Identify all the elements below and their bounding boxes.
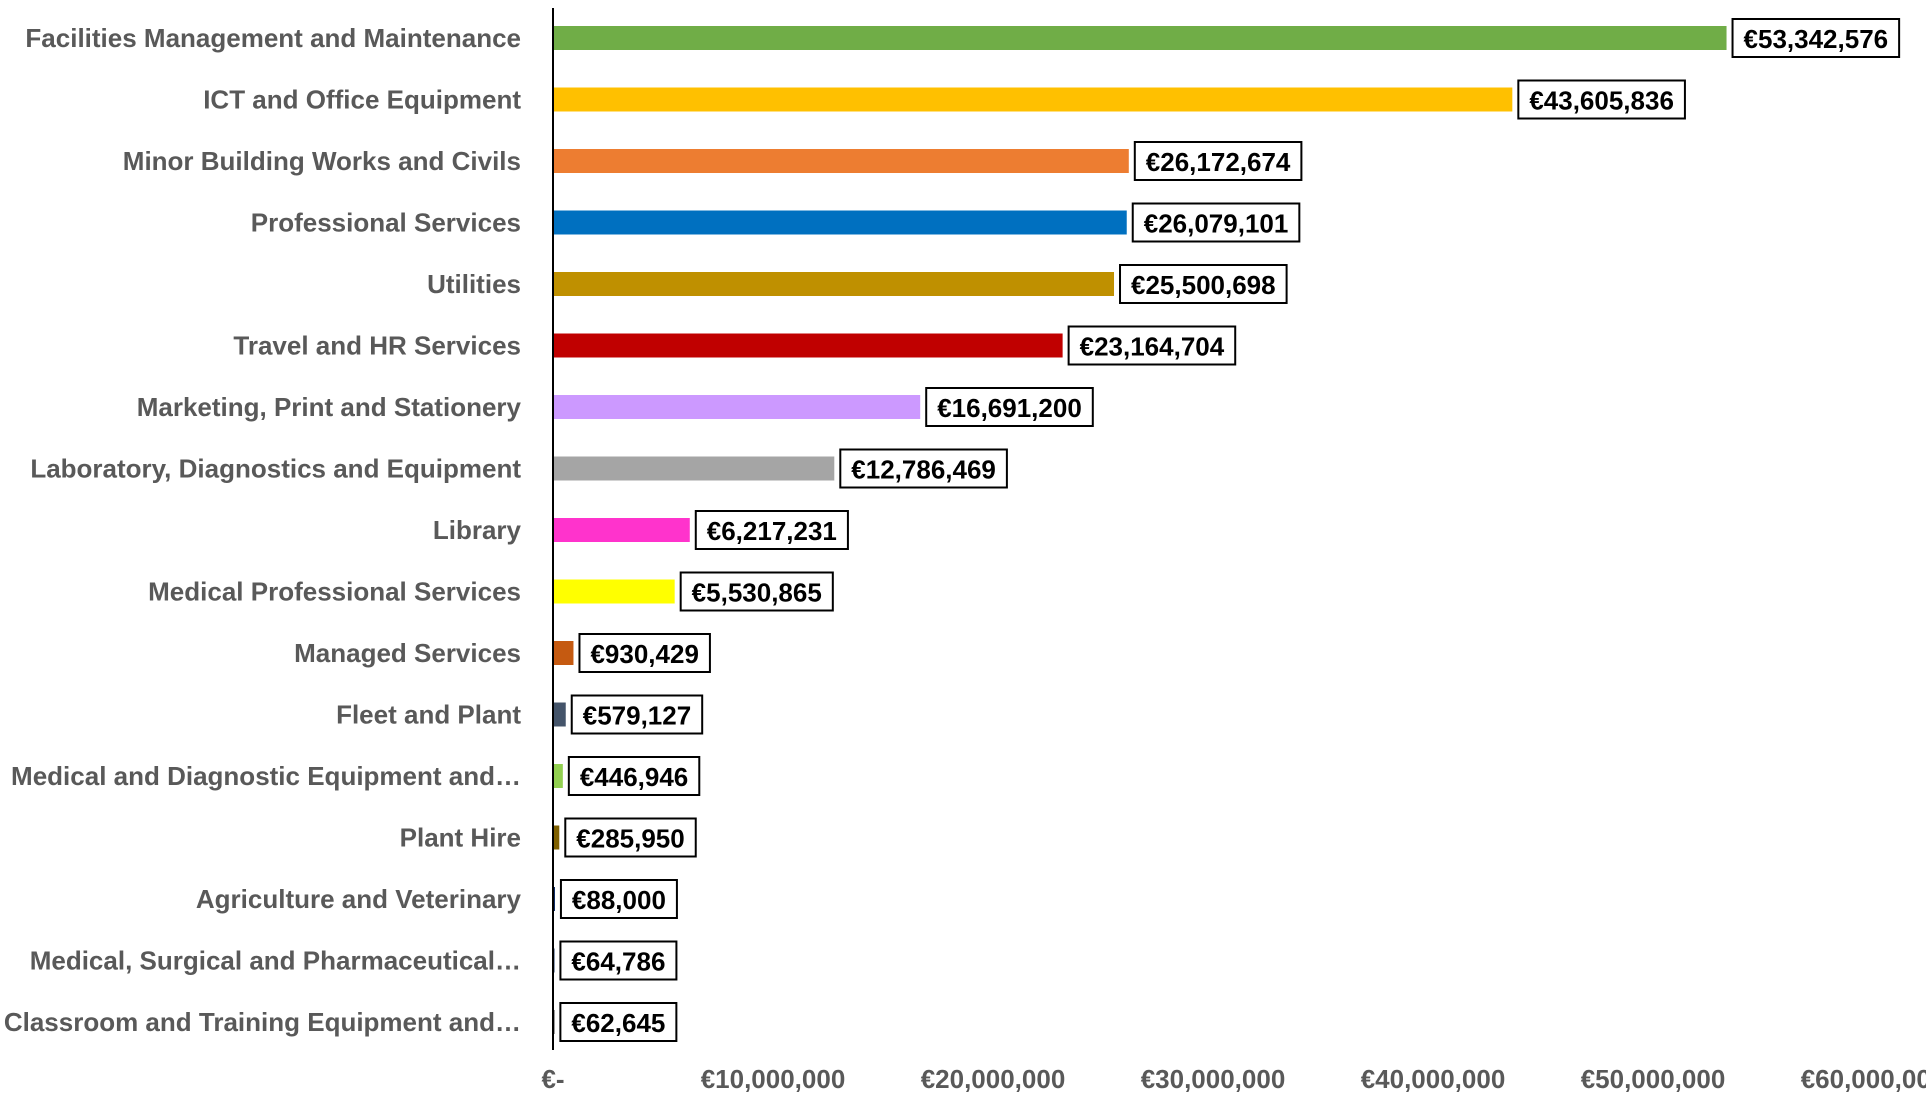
data-label-text: €5,530,865 bbox=[692, 578, 822, 608]
data-label-box bbox=[1731, 18, 1901, 58]
data-label-text: €88,000 bbox=[572, 885, 666, 915]
data-label: €62,645 bbox=[559, 1002, 678, 1042]
data-label-text: €446,946 bbox=[580, 762, 688, 792]
category-label: Professional Services bbox=[251, 208, 521, 238]
data-label: €23,164,704 bbox=[1067, 325, 1237, 366]
bar bbox=[553, 456, 835, 481]
category-label: Laboratory, Diagnostics and Equipment bbox=[30, 454, 521, 484]
data-label-text: €579,127 bbox=[583, 701, 691, 731]
bar bbox=[553, 518, 690, 542]
data-label: €579,127 bbox=[570, 694, 704, 735]
bar bbox=[553, 579, 675, 604]
data-label-text: €16,691,200 bbox=[937, 393, 1082, 423]
category-label: Facilities Management and Maintenance bbox=[25, 23, 521, 53]
bars-group bbox=[553, 26, 1727, 1034]
bar bbox=[553, 26, 1727, 50]
x-tick-labels-group: €- €10,000,000 €20,000,000 €30,000,000 €40,0… bbox=[541, 1064, 1926, 1094]
data-label-box bbox=[1131, 202, 1301, 243]
category-label: Medical and Diagnostic Equipment and… bbox=[11, 761, 521, 791]
category-label: Minor Building Works and Civils bbox=[123, 146, 521, 176]
data-label: €12,786,469 bbox=[839, 448, 1008, 489]
bar bbox=[553, 764, 563, 788]
data-label-box bbox=[1067, 325, 1237, 366]
bar bbox=[553, 210, 1127, 235]
data-label: €285,950 bbox=[564, 817, 697, 858]
data-label-text: €285,950 bbox=[576, 824, 684, 854]
data-label-text: €25,500,698 bbox=[1131, 270, 1276, 300]
category-labels-group: Facilities Management and Maintenance ICT… bbox=[4, 23, 522, 1037]
x-tick-label: €10,000,000 bbox=[701, 1064, 846, 1094]
data-label: €26,172,674 bbox=[1133, 141, 1303, 181]
data-label: €88,000 bbox=[559, 879, 678, 919]
x-tick-label: €- bbox=[541, 1064, 564, 1094]
category-label: Plant Hire bbox=[400, 823, 521, 853]
bar bbox=[553, 825, 560, 850]
data-label-text: €23,164,704 bbox=[1080, 332, 1225, 362]
data-label: €64,786 bbox=[559, 940, 678, 981]
data-label: €43,605,836 bbox=[1517, 79, 1686, 120]
x-tick-label: €40,000,000 bbox=[1361, 1064, 1506, 1094]
data-label-box bbox=[679, 571, 834, 612]
data-label: €16,691,200 bbox=[925, 387, 1094, 427]
data-label-box bbox=[925, 387, 1094, 427]
bar bbox=[553, 272, 1115, 296]
data-label-box bbox=[694, 510, 849, 550]
x-tick-label: €60,000,000 bbox=[1801, 1064, 1926, 1094]
category-label: Medical Professional Services bbox=[148, 577, 521, 607]
data-label-box bbox=[1517, 79, 1686, 120]
x-tick-label: €20,000,000 bbox=[921, 1064, 1066, 1094]
bar bbox=[553, 149, 1129, 173]
data-label-box bbox=[839, 448, 1008, 489]
data-label-box bbox=[559, 879, 678, 919]
category-label: ICT and Office Equipment bbox=[203, 85, 521, 115]
data-label-box bbox=[578, 633, 711, 673]
category-label: Library bbox=[433, 515, 522, 545]
data-label-text: €26,079,101 bbox=[1144, 209, 1289, 239]
data-label-box bbox=[559, 1002, 678, 1042]
data-label-text: €6,217,231 bbox=[707, 516, 837, 546]
bar bbox=[553, 87, 1513, 112]
data-label-box bbox=[564, 817, 697, 858]
category-label: Medical, Surgical and Pharmaceutical… bbox=[30, 946, 521, 976]
category-label: Agriculture and Veterinary bbox=[196, 884, 522, 914]
category-label: Travel and HR Services bbox=[233, 331, 521, 361]
data-label: €26,079,101 bbox=[1131, 202, 1301, 243]
category-label: Fleet and Plant bbox=[336, 700, 521, 730]
data-label-box bbox=[559, 940, 678, 981]
bar bbox=[553, 641, 574, 665]
bar bbox=[553, 702, 566, 727]
category-label: Classroom and Training Equipment and… bbox=[4, 1007, 521, 1037]
data-label: €25,500,698 bbox=[1119, 264, 1288, 304]
data-label-box bbox=[1133, 141, 1303, 181]
data-label-text: €12,786,469 bbox=[851, 455, 996, 485]
x-tick-label: €30,000,000 bbox=[1141, 1064, 1286, 1094]
data-label: €446,946 bbox=[567, 756, 701, 796]
data-label-text: €62,645 bbox=[571, 1008, 665, 1038]
x-tick-label: €50,000,000 bbox=[1581, 1064, 1726, 1094]
data-label: €5,530,865 bbox=[679, 571, 834, 612]
bar bbox=[553, 333, 1063, 358]
data-label: €930,429 bbox=[578, 633, 711, 673]
data-label-text: €43,605,836 bbox=[1529, 86, 1674, 116]
data-label-text: €930,429 bbox=[590, 639, 698, 669]
data-label-box bbox=[1119, 264, 1288, 304]
category-label: Managed Services bbox=[294, 638, 521, 668]
data-label: €53,342,576 bbox=[1731, 18, 1901, 58]
data-labels-group: €53,342,576 €43,605,836 €26,172,674 €26,079… bbox=[559, 18, 1901, 1042]
category-label: Utilities bbox=[427, 269, 521, 299]
category-label: Marketing, Print and Stationery bbox=[137, 392, 522, 422]
data-label-text: €26,172,674 bbox=[1146, 147, 1291, 177]
data-label-box bbox=[567, 756, 701, 796]
data-label-text: €53,342,576 bbox=[1744, 24, 1889, 54]
data-label-box bbox=[570, 694, 704, 735]
data-label-text: €64,786 bbox=[571, 947, 665, 977]
data-label: €6,217,231 bbox=[694, 510, 849, 550]
bar bbox=[553, 395, 921, 419]
